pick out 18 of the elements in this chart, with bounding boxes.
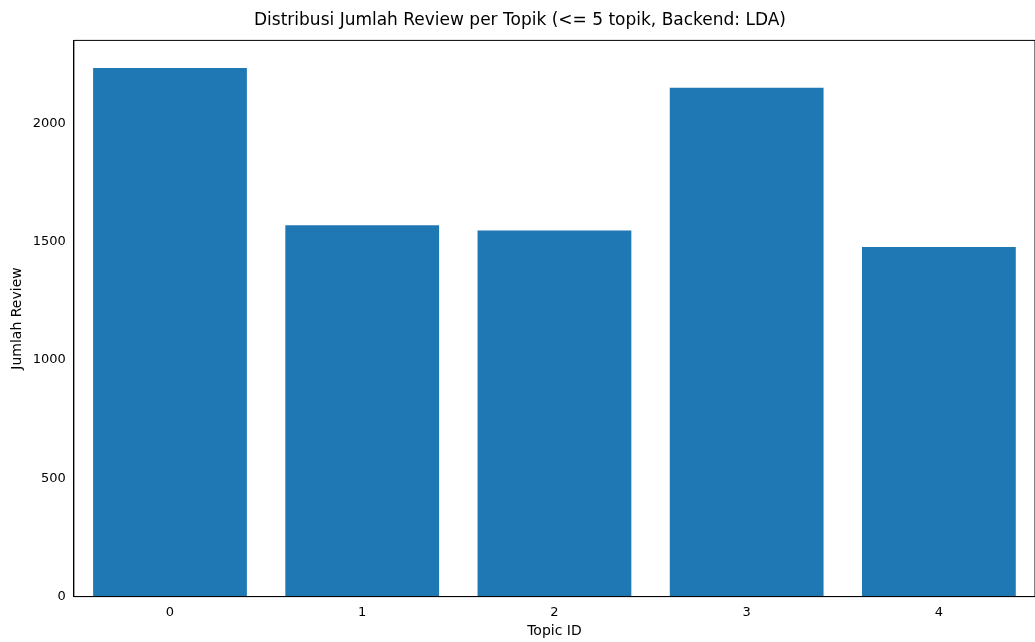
bar [862, 247, 1016, 597]
bar [285, 225, 440, 597]
x-tick-label: 2 [550, 603, 559, 619]
y-tick-label: 1500 [32, 233, 66, 249]
y-tick-label: 2000 [32, 115, 66, 131]
bar [477, 230, 632, 597]
x-tick-label: 0 [165, 603, 175, 619]
x-tick-label: 4 [934, 603, 944, 619]
y-tick-label: 500 [41, 469, 66, 485]
x-tick-label: 3 [742, 603, 751, 619]
x-axis-title: Topic ID [526, 622, 582, 639]
chart-title: Distribusi Jumlah Review per Topik (<= 5 topik, Backend: LDA) [254, 8, 786, 29]
bar [669, 87, 824, 597]
bar [93, 68, 247, 597]
x-tick-label: 1 [358, 603, 367, 619]
y-tick-label: 0 [57, 587, 66, 603]
y-axis-title: Jumlah Review [8, 267, 25, 371]
y-tick-label: 1000 [32, 351, 66, 367]
